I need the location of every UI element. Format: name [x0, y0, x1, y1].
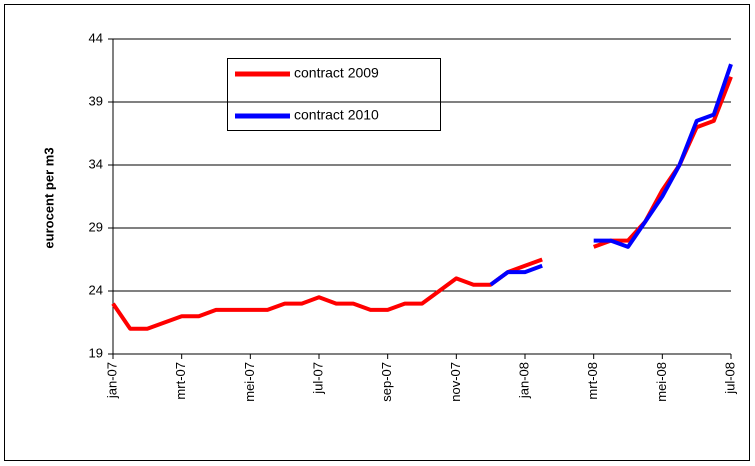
x-tick-label: jan-07 [104, 362, 119, 399]
legend-label: contract 2010 [294, 107, 379, 123]
legend-label: contract 2009 [294, 65, 379, 81]
series-line [489, 63, 733, 287]
x-tick-label: sep-07 [379, 362, 394, 402]
x-tick-label: mrt-07 [173, 362, 188, 400]
x-tick-label: jan-08 [516, 362, 531, 399]
y-tick-label: 39 [89, 93, 103, 108]
x-tick-label: jul-07 [310, 362, 325, 395]
y-tick-label: 44 [89, 30, 103, 45]
x-tick-label: mrt-08 [585, 362, 600, 400]
y-axis-label: eurocent per m3 [41, 147, 56, 248]
y-tick-label: 34 [89, 156, 103, 171]
y-tick-label: 24 [89, 282, 103, 297]
y-tick-label: 29 [89, 219, 103, 234]
x-tick-label: nov-07 [448, 362, 463, 402]
x-tick-label: mei-08 [654, 362, 669, 402]
y-tick-label: 19 [89, 345, 103, 360]
x-tick-label: mei-07 [242, 362, 257, 402]
x-tick-label: jul-08 [722, 362, 737, 395]
